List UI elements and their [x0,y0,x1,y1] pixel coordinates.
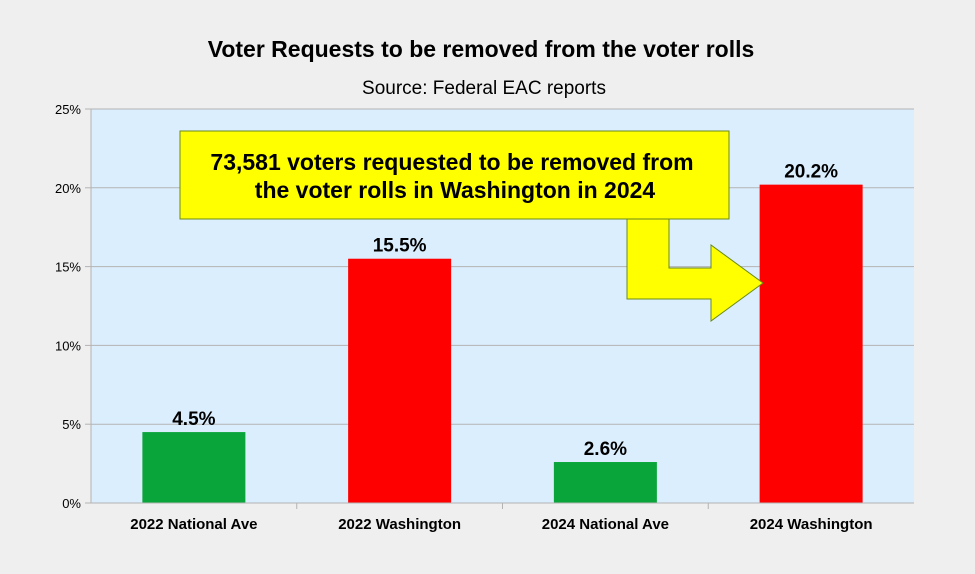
bar [348,258,452,503]
bars [142,184,863,503]
callout-box [179,130,730,220]
y-axis-ticks: 0% 5% 10% 15% 20% 25% [55,102,91,511]
callout-line-2: the voter rolls in Washington in 2024 [255,177,656,203]
y-tick-label: 5% [62,417,81,432]
x-axis-labels: 2022 National Ave 2022 Washington 2024 Nat… [130,503,873,533]
callout-line-1: 73,581 voters requested to be removed fr… [210,149,693,175]
x-tick-label: 2024 National Ave [542,516,669,533]
data-label: 20.2% [784,162,838,183]
data-labels: 4.5% 15.5% 2.6% 20.2% [172,162,838,460]
data-label: 4.5% [172,409,215,430]
callout-arrow [626,218,764,322]
x-tick-label: 2022 Washington [338,516,461,533]
callout-annotation: 73,581 voters requested to be removed fr… [179,130,764,322]
bar [759,184,863,503]
y-tick-label: 25% [55,102,81,117]
chart-subtitle: Source: Federal EAC reports [362,78,606,99]
y-tick-label: 15% [55,260,81,275]
data-label: 2.6% [584,439,627,460]
bar [553,462,657,503]
y-tick-label: 20% [55,181,81,196]
y-tick-label: 10% [55,338,81,353]
data-label: 15.5% [373,236,427,257]
y-tick-label: 0% [62,496,81,511]
x-tick-label: 2024 Washington [750,516,873,533]
bar [142,432,246,503]
x-tick-label: 2022 National Ave [130,516,257,533]
chart-title: Voter Requests to be removed from the vo… [208,36,755,62]
